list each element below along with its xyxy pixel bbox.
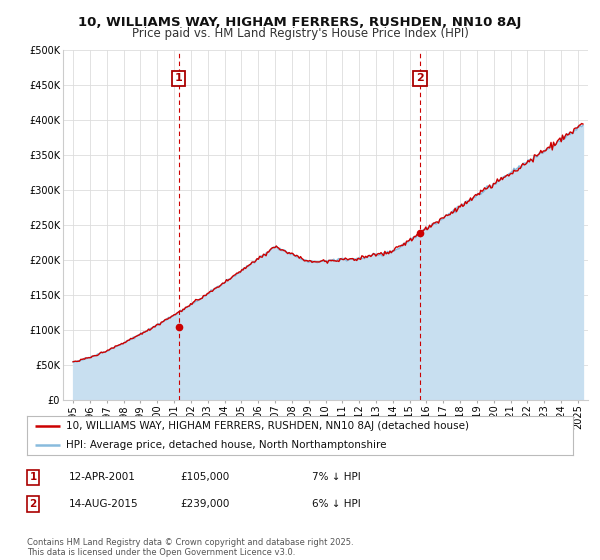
Text: 14-AUG-2015: 14-AUG-2015 [69, 499, 139, 509]
Text: 12-APR-2001: 12-APR-2001 [69, 472, 136, 482]
Text: Contains HM Land Registry data © Crown copyright and database right 2025.
This d: Contains HM Land Registry data © Crown c… [27, 538, 353, 557]
Text: 2: 2 [29, 499, 37, 509]
Text: 7% ↓ HPI: 7% ↓ HPI [312, 472, 361, 482]
Text: Price paid vs. HM Land Registry's House Price Index (HPI): Price paid vs. HM Land Registry's House … [131, 27, 469, 40]
Text: £239,000: £239,000 [180, 499, 229, 509]
Text: £105,000: £105,000 [180, 472, 229, 482]
Text: 10, WILLIAMS WAY, HIGHAM FERRERS, RUSHDEN, NN10 8AJ: 10, WILLIAMS WAY, HIGHAM FERRERS, RUSHDE… [79, 16, 521, 29]
Text: 1: 1 [175, 73, 182, 83]
Text: 2: 2 [416, 73, 424, 83]
Text: 6% ↓ HPI: 6% ↓ HPI [312, 499, 361, 509]
Text: 1: 1 [29, 472, 37, 482]
Text: HPI: Average price, detached house, North Northamptonshire: HPI: Average price, detached house, Nort… [67, 440, 387, 450]
Text: 10, WILLIAMS WAY, HIGHAM FERRERS, RUSHDEN, NN10 8AJ (detached house): 10, WILLIAMS WAY, HIGHAM FERRERS, RUSHDE… [67, 422, 469, 432]
